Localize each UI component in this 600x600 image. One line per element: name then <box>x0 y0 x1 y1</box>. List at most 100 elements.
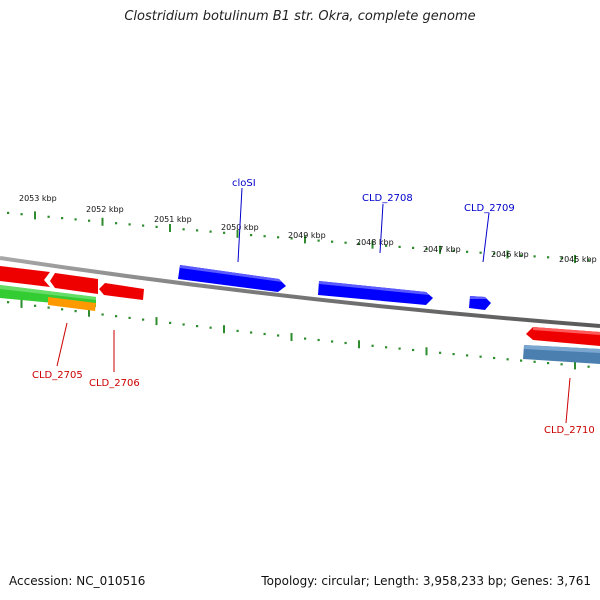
genome-title: Clostridium botulinum B1 str. Okra, comp… <box>124 9 476 24</box>
lower-ruler-minor-tick <box>263 332 266 336</box>
upper-ruler-minor-tick <box>20 213 23 216</box>
upper-ruler-minor-tick <box>452 249 455 252</box>
gene-labels: cloSI CLD_2708 CLD_2709 CLD_2705 CLD_270… <box>32 178 595 436</box>
tick-label-2052: 2052 kbp <box>86 205 124 214</box>
upper-ruler-minor-tick <box>47 215 50 218</box>
gene-CLD_2709-arrow[interactable] <box>469 296 491 310</box>
label-CLD_2708[interactable]: CLD_2708 <box>362 193 413 204</box>
forward-genes <box>178 265 491 310</box>
upper-ruler-minor-tick <box>277 236 280 239</box>
upper-ruler-minor-tick <box>331 240 334 243</box>
upper-ruler-minor-tick <box>7 211 10 214</box>
upper-ruler-minor-tick <box>115 222 118 225</box>
upper-ruler-minor-tick <box>290 237 293 240</box>
upper-ruler-major-tick <box>371 240 374 249</box>
gene-CLD_2705b-arrow[interactable] <box>50 273 98 294</box>
upper-ruler-minor-tick <box>587 258 590 262</box>
lower-ruler-minor-tick <box>452 353 455 356</box>
upper-ruler-minor-tick <box>223 231 226 234</box>
upper-ruler-minor-tick <box>317 239 320 242</box>
gene-CLD_2708-highlight <box>319 281 429 295</box>
tick-label-2053: 2053 kbp <box>19 194 57 203</box>
gene-CLD_2708-arrow[interactable] <box>318 281 433 305</box>
upper-ruler-minor-tick <box>182 228 185 231</box>
upper-ruler-minor-tick <box>88 219 91 222</box>
upper-ruler-major-tick <box>304 235 306 244</box>
upper-ruler-minor-tick <box>560 257 563 260</box>
reverse-genes <box>0 266 600 364</box>
label-CLD_2705[interactable]: CLD_2705 <box>32 370 83 381</box>
upper-ruler-minor-tick <box>358 242 361 245</box>
lower-ruler-minor-tick <box>533 360 536 363</box>
lower-ruler-minor-tick <box>560 363 563 366</box>
lower-ruler-minor-tick <box>7 301 10 304</box>
label-CLD_2706[interactable]: CLD_2706 <box>89 378 140 389</box>
leader-CLD_2708 <box>379 203 384 254</box>
lower-ruler-minor-tick <box>385 346 388 349</box>
upper-ruler-minor-tick <box>209 230 212 233</box>
tick-label-2047: 2047 kbp <box>423 245 461 254</box>
lower-ruler-minor-tick <box>520 359 523 362</box>
lower-ruler-major-tick <box>88 308 90 317</box>
lower-ruler-minor-tick <box>412 348 415 352</box>
lower-ruler-minor-tick <box>344 341 347 345</box>
leader-CLD_2710 <box>565 377 571 424</box>
lower-ruler-minor-tick <box>277 334 280 337</box>
upper-ruler-minor-tick <box>425 247 428 250</box>
upper-ruler-minor-tick <box>250 234 253 237</box>
label-CLD_2709[interactable]: CLD_2709 <box>464 203 515 214</box>
lower-ruler-minor-tick <box>304 337 307 340</box>
genome-backbone <box>0 256 600 328</box>
lower-ruler-minor-tick <box>250 331 253 334</box>
lower-ruler-minor-tick <box>493 356 496 360</box>
gene-CLD_2710-highlight <box>533 327 600 335</box>
lower-ruler-major-tick <box>223 325 225 334</box>
gene-CLD_2709-highlight <box>470 296 487 299</box>
lower-ruler-minor-tick <box>209 326 212 329</box>
upper-ruler-major-tick <box>101 217 104 226</box>
gene-cloSI-highlight <box>180 265 282 282</box>
leader-CLD_2705 <box>56 322 68 367</box>
lower-ruler-major-tick <box>155 317 158 326</box>
lower-ruler-major-tick <box>290 333 293 341</box>
upper-ruler <box>7 211 590 263</box>
upper-ruler-minor-tick <box>493 252 496 255</box>
upper-ruler-major-tick <box>574 255 576 263</box>
upper-ruler-minor-tick <box>479 251 482 254</box>
upper-ruler-major-tick <box>34 211 36 220</box>
lower-ruler <box>7 299 590 370</box>
lower-ruler-minor-tick <box>196 325 199 328</box>
upper-ruler-minor-tick <box>547 256 550 259</box>
reverse-track-green-light <box>0 285 96 300</box>
upper-ruler-minor-tick <box>533 255 536 258</box>
upper-ruler-minor-tick <box>196 229 199 232</box>
upper-ruler-major-tick <box>169 224 171 232</box>
upper-ruler-minor-tick <box>520 254 523 257</box>
label-CLD_2710[interactable]: CLD_2710 <box>544 425 595 436</box>
lower-ruler-major-tick <box>425 347 428 356</box>
label-cloSI[interactable]: cloSI <box>232 178 256 189</box>
upper-ruler-major-tick <box>506 250 509 259</box>
accession-text: Accession: NC_010516 <box>9 574 146 588</box>
gene-CLD_2705-arrow[interactable] <box>0 266 50 287</box>
reverse-track-blue-light <box>524 345 600 353</box>
gene-CLD_2706-arrow[interactable] <box>99 283 144 300</box>
lower-ruler-minor-tick <box>169 321 172 324</box>
genome-summary: Topology: circular; Length: 3,958,233 bp… <box>261 574 591 588</box>
tick-label-2045: 2045 kbp <box>559 255 597 264</box>
upper-ruler-minor-tick <box>398 245 401 248</box>
lower-ruler-minor-tick <box>128 316 131 319</box>
upper-ruler-minor-tick <box>155 225 158 228</box>
upper-ruler-minor-tick <box>385 244 388 247</box>
upper-ruler-minor-tick <box>128 223 131 226</box>
gene-cloSI-arrow[interactable] <box>178 265 286 292</box>
lower-ruler-minor-tick <box>34 304 37 307</box>
lower-ruler-minor-tick <box>74 310 77 313</box>
upper-ruler-minor-tick <box>344 241 347 244</box>
tick-label-2048: 2048 kbp <box>356 238 394 247</box>
lower-ruler-minor-tick <box>479 355 482 358</box>
upper-ruler-minor-tick <box>263 235 266 238</box>
tick-label-2051: 2051 kbp <box>154 215 192 224</box>
lower-ruler-major-tick <box>358 340 360 349</box>
tick-label-2049: 2049 kbp <box>288 231 326 240</box>
